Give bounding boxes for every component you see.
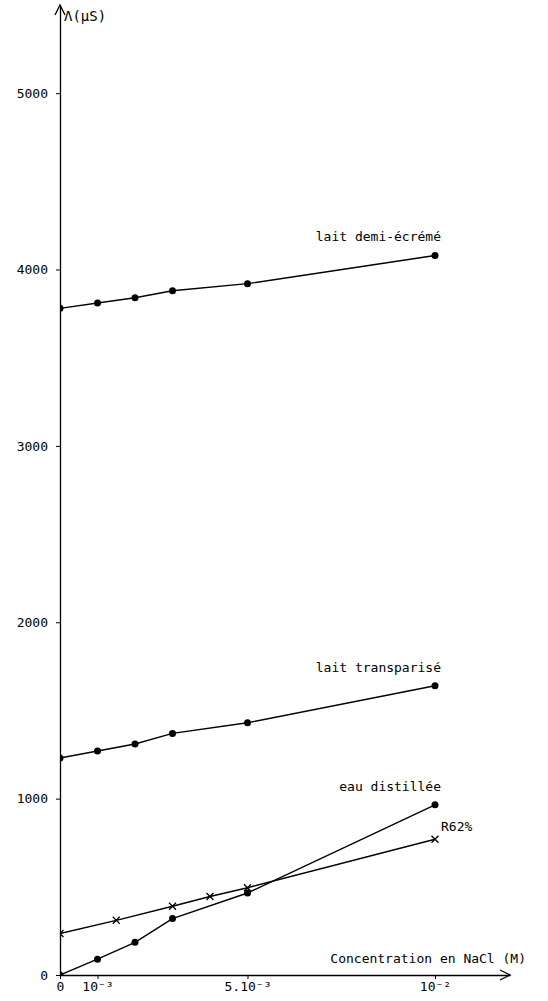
- tick: 10⁻³: [82, 975, 113, 994]
- plot-area: [60, 252, 439, 975]
- tick: 5000: [17, 86, 60, 101]
- series-label: eau distillée: [339, 779, 441, 794]
- point: [94, 300, 101, 307]
- tick: 0: [57, 975, 65, 994]
- point: [94, 956, 101, 963]
- series: [60, 801, 439, 975]
- series-label: R62%: [441, 819, 472, 834]
- point: [169, 903, 176, 910]
- tick: 1000: [17, 791, 60, 806]
- series-label: lait demi-écrémé: [316, 229, 441, 244]
- tick-mark: [56, 93, 60, 94]
- tick-label: 3000: [17, 439, 48, 454]
- tick-mark: [56, 975, 60, 976]
- x-axis: 0 10⁻³ 5.10⁻³ 10⁻²: [57, 975, 511, 994]
- series-line: [60, 686, 435, 758]
- point: [207, 893, 214, 900]
- series-line: [60, 839, 435, 933]
- series-labels: lait demi-écrémé lait transparisé eau dist…: [316, 229, 473, 834]
- axis-line: [61, 975, 511, 976]
- tick: 10⁻²: [420, 975, 451, 994]
- point: [60, 972, 64, 976]
- point: [60, 930, 64, 937]
- tick-label: 4000: [17, 262, 48, 277]
- tick-mark: [56, 270, 60, 271]
- tick-label: 0: [57, 979, 65, 994]
- series-label: lait transparisé: [316, 660, 441, 675]
- series-line: [60, 805, 435, 975]
- series-line: [60, 255, 435, 308]
- point: [244, 280, 251, 287]
- tick-label: 0: [40, 968, 48, 983]
- point: [132, 294, 139, 301]
- tick-mark: [56, 799, 60, 800]
- tick-label: 5000: [17, 86, 48, 101]
- tick: 2000: [17, 615, 60, 630]
- tick-mark: [56, 622, 60, 623]
- point: [432, 801, 439, 808]
- tick-mark: [56, 446, 60, 447]
- chart: 0 10⁻³ 5.10⁻³ 10⁻² 0 1000 2000 3000 4000 5000 Λ(µS…: [0, 0, 548, 1001]
- point: [169, 915, 176, 922]
- tick: 5.10⁻³: [225, 975, 272, 994]
- y-axis: 0 1000 2000 3000 4000 5000: [17, 6, 61, 983]
- point: [60, 305, 64, 312]
- point: [94, 748, 101, 755]
- x-axis-title: Concentration en NaCl (M): [330, 951, 526, 966]
- point: [169, 730, 176, 737]
- point: [244, 719, 251, 726]
- tick-label: 10⁻³: [82, 979, 113, 994]
- tick: 3000: [17, 439, 60, 454]
- tick-label: 10⁻²: [420, 979, 451, 994]
- y-axis-title: Λ(µS): [64, 8, 106, 24]
- series: [60, 682, 439, 761]
- series: [60, 836, 439, 937]
- tick: 4000: [17, 262, 60, 277]
- axis-arrow: [500, 970, 510, 980]
- point: [432, 836, 439, 843]
- point: [132, 740, 139, 747]
- point: [132, 939, 139, 946]
- point: [113, 917, 120, 924]
- tick: 0: [40, 968, 60, 983]
- tick-label: 5.10⁻³: [225, 979, 272, 994]
- axis-line: [60, 6, 61, 976]
- point: [244, 884, 251, 891]
- point: [60, 755, 64, 762]
- point: [432, 682, 439, 689]
- tick-label: 2000: [17, 615, 48, 630]
- tick-label: 1000: [17, 791, 48, 806]
- series: [60, 252, 439, 312]
- point: [169, 287, 176, 294]
- point: [432, 252, 439, 259]
